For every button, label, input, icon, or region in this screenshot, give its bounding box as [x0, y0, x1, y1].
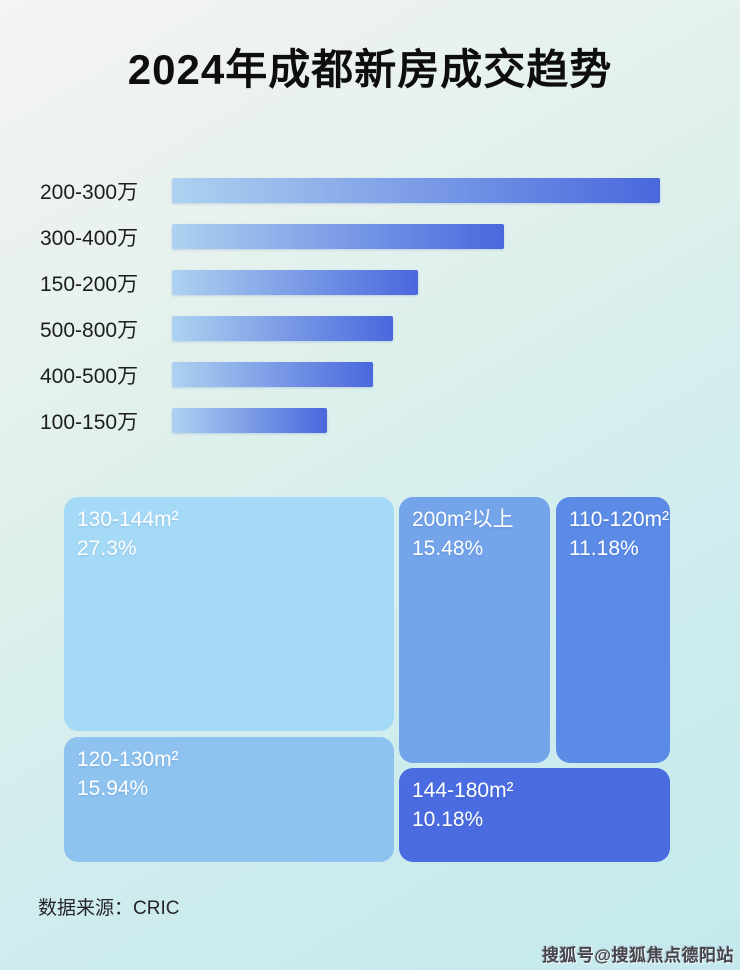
- bar-category-label: 300-400万: [40, 226, 139, 250]
- bar-track: [172, 178, 660, 203]
- area-treemap: 130-144m² 27.3% 120-130m² 15.94% 200m²以上…: [64, 497, 670, 862]
- bar-150-200: [172, 270, 419, 295]
- price-bar-chart: 200-300万 300-400万 150-200万 500-800万 400-: [40, 178, 700, 454]
- bar-row-100-150: 100-150万: [40, 408, 700, 434]
- bar-track: [172, 270, 660, 295]
- bar-category-label: 200-300万: [40, 180, 139, 204]
- bar-category-label: 500-800万: [40, 318, 139, 342]
- treemap-block-120-130: 120-130m² 15.94%: [64, 737, 394, 862]
- page-title: 2024年成都新房成交趋势: [127, 46, 613, 93]
- treemap-block-label: 120-130m²: [77, 748, 179, 771]
- treemap-block-130-144: 130-144m² 27.3%: [64, 497, 394, 731]
- treemap-block-label: 130-144m²: [77, 508, 179, 531]
- bar-500-800: [172, 316, 394, 341]
- bar-row-500-800: 500-800万: [40, 316, 700, 342]
- bar-400-500: [172, 362, 374, 387]
- bar-row-200-300: 200-300万: [40, 178, 700, 204]
- bar-row-400-500: 400-500万: [40, 362, 700, 388]
- bar-category-label: 100-150万: [40, 410, 139, 434]
- bar-track: [172, 408, 660, 433]
- treemap-block-144-180: 144-180m² 10.18%: [399, 768, 670, 862]
- treemap-block-label: 200m²以上: [412, 508, 514, 531]
- treemap-block-label: 110-120m²: [569, 508, 669, 531]
- bar-track: [172, 224, 660, 249]
- bar-category-label: 400-500万: [40, 364, 139, 388]
- bar-track: [172, 362, 660, 387]
- treemap-block-percent: 15.48%: [412, 536, 484, 560]
- treemap-block-percent: 27.3%: [77, 536, 137, 560]
- bar-track: [172, 316, 660, 341]
- bar-300-400: [172, 224, 504, 249]
- treemap-block-percent: 10.18%: [412, 807, 484, 831]
- treemap-block-percent: 15.94%: [77, 776, 149, 800]
- data-source-text: 数据来源：CRIC: [38, 898, 180, 919]
- bar-category-label: 150-200万: [40, 272, 139, 296]
- watermark-text: 搜狐号@搜狐焦点德阳站: [541, 946, 734, 965]
- treemap-block-label: 144-180m²: [412, 779, 514, 802]
- bar-row-150-200: 150-200万: [40, 270, 700, 296]
- treemap-block-110-120: 110-120m² 11.18%: [556, 497, 670, 763]
- treemap-block-percent: 11.18%: [569, 536, 639, 560]
- bar-100-150: [172, 408, 328, 433]
- treemap-block-200-plus: 200m²以上 15.48%: [399, 497, 550, 763]
- bar-200-300: [172, 178, 660, 203]
- bar-row-300-400: 300-400万: [40, 224, 700, 250]
